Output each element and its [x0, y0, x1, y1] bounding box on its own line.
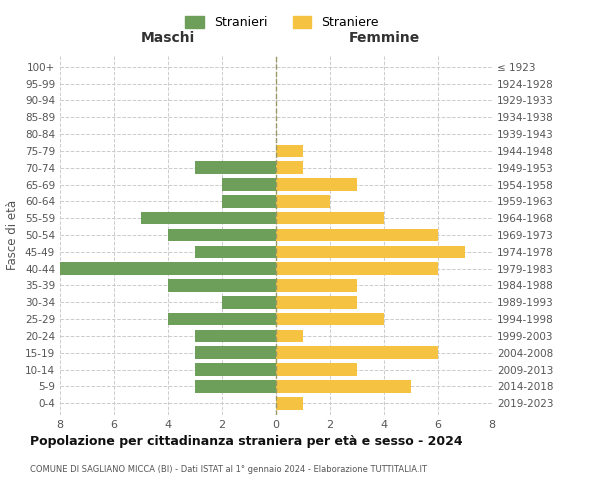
Bar — [195, 380, 276, 392]
Bar — [276, 195, 330, 207]
Text: Femmine: Femmine — [349, 31, 419, 45]
Bar — [141, 212, 276, 224]
Bar — [276, 144, 303, 157]
Legend: Stranieri, Straniere: Stranieri, Straniere — [180, 11, 384, 34]
Bar — [276, 380, 411, 392]
Bar — [276, 262, 438, 275]
Bar — [276, 162, 303, 174]
Text: Maschi: Maschi — [141, 31, 195, 45]
Bar — [60, 262, 276, 275]
Bar — [195, 162, 276, 174]
Y-axis label: Fasce di età: Fasce di età — [7, 200, 19, 270]
Bar — [195, 246, 276, 258]
Bar — [276, 212, 384, 224]
Bar — [168, 228, 276, 241]
Bar — [195, 346, 276, 359]
Bar — [168, 279, 276, 292]
Bar — [276, 246, 465, 258]
Bar — [195, 364, 276, 376]
Text: COMUNE DI SAGLIANO MICCA (BI) - Dati ISTAT al 1° gennaio 2024 - Elaborazione TUT: COMUNE DI SAGLIANO MICCA (BI) - Dati IST… — [30, 465, 427, 474]
Bar — [276, 346, 438, 359]
Text: Popolazione per cittadinanza straniera per età e sesso - 2024: Popolazione per cittadinanza straniera p… — [30, 435, 463, 448]
Bar — [276, 296, 357, 308]
Bar — [276, 178, 357, 191]
Bar — [276, 279, 357, 292]
Bar — [222, 296, 276, 308]
Bar — [276, 313, 384, 326]
Bar — [195, 330, 276, 342]
Bar — [222, 178, 276, 191]
Bar — [276, 228, 438, 241]
Bar — [276, 364, 357, 376]
Bar — [222, 195, 276, 207]
Bar — [276, 397, 303, 409]
Bar — [276, 330, 303, 342]
Bar — [168, 313, 276, 326]
